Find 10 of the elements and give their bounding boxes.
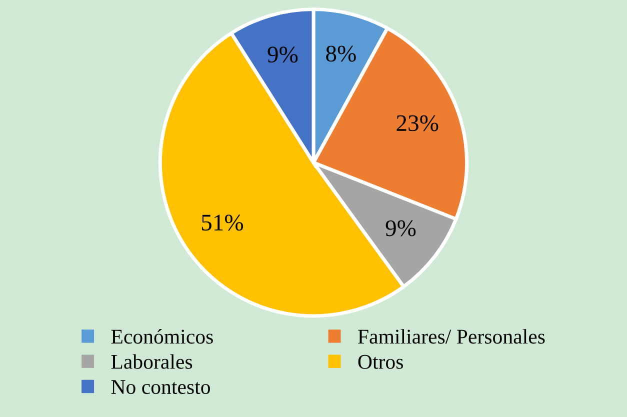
legend-label: Familiares/ Personales [358,329,545,344]
data-label: 8% [326,46,356,62]
legend-label: No contesto [111,380,210,394]
legend-label: Otros [358,354,403,369]
data-label: 51% [202,214,244,231]
legend-label: Laborales [111,354,192,369]
legend-label: Económicos [111,329,213,344]
data-label: 23% [396,115,438,132]
data-label: 9% [268,46,298,63]
data-label: 9% [386,220,416,236]
